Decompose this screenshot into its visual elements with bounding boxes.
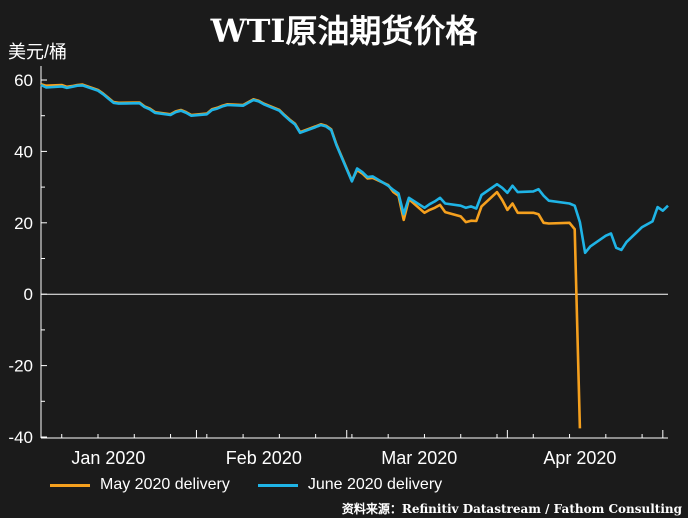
y-tick-label: -20 <box>8 357 33 376</box>
y-tick-label: 20 <box>14 214 33 233</box>
y-tick-label: -40 <box>8 428 33 447</box>
y-tick-label: 40 <box>14 142 33 161</box>
series-layer <box>40 83 669 429</box>
legend-item-june: June 2020 delivery <box>257 476 443 494</box>
x-tick-label: Apr 2020 <box>543 448 616 468</box>
source-note: 资料来源：Refinitiv Datastream / Fathom Consu… <box>341 502 682 516</box>
x-tick-label: Feb 2020 <box>226 448 302 468</box>
y-tick-label: 0 <box>24 285 33 304</box>
series-line-0 <box>40 83 582 429</box>
legend-swatch-june <box>257 483 298 487</box>
y-axis-label: 美元/桶 <box>8 42 68 62</box>
legend-item-may: May 2020 delivery <box>50 476 230 494</box>
legend-label-may: May 2020 delivery <box>100 476 230 493</box>
y-tick-label: 60 <box>14 71 33 90</box>
series-line-1 <box>40 83 669 255</box>
x-tick-label: Jan 2020 <box>71 448 145 468</box>
x-tick-label: Mar 2020 <box>381 448 457 468</box>
legend-label-june: June 2020 delivery <box>307 476 443 493</box>
axes: 60 40 20 0 -20 -40 Jan 2020 Feb 2020 Mar 2020 Apr… <box>8 66 668 468</box>
legend-swatch-may <box>50 483 90 487</box>
legend: May 2020 delivery June 2020 delivery <box>50 476 442 494</box>
chart-title: WTI原油期货价格 <box>210 12 478 50</box>
